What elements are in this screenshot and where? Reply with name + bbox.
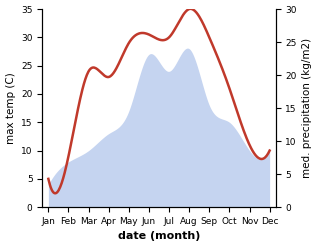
Y-axis label: max temp (C): max temp (C) — [5, 72, 16, 144]
Y-axis label: med. precipitation (kg/m2): med. precipitation (kg/m2) — [302, 38, 313, 178]
X-axis label: date (month): date (month) — [118, 231, 200, 242]
